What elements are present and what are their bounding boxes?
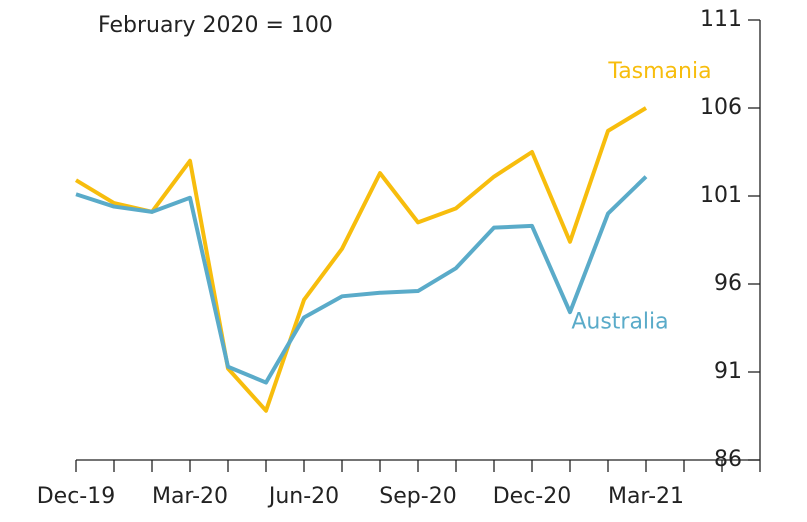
x-tick-label: Mar-21 <box>608 484 684 509</box>
line-series <box>75 175 648 385</box>
chart-subtitle: February 2020 = 100 <box>98 13 333 38</box>
y-tick-label: 91 <box>714 359 742 384</box>
y-tick-label: 96 <box>714 271 742 296</box>
x-tick-label: Jun-20 <box>267 484 339 509</box>
x-tick-label: Dec-19 <box>37 484 116 509</box>
series-label: Tasmania <box>607 59 711 84</box>
y-tick-label: 111 <box>700 7 742 32</box>
x-tick-label: Sep-20 <box>379 484 456 509</box>
series-label: Australia <box>571 310 668 335</box>
x-tick-label: Dec-20 <box>493 484 572 509</box>
y-tick-label: 86 <box>714 447 742 472</box>
y-tick-label: 106 <box>700 95 742 120</box>
line-series <box>74 106 648 413</box>
x-tick-label: Mar-20 <box>152 484 228 509</box>
y-tick-label: 101 <box>700 183 742 208</box>
